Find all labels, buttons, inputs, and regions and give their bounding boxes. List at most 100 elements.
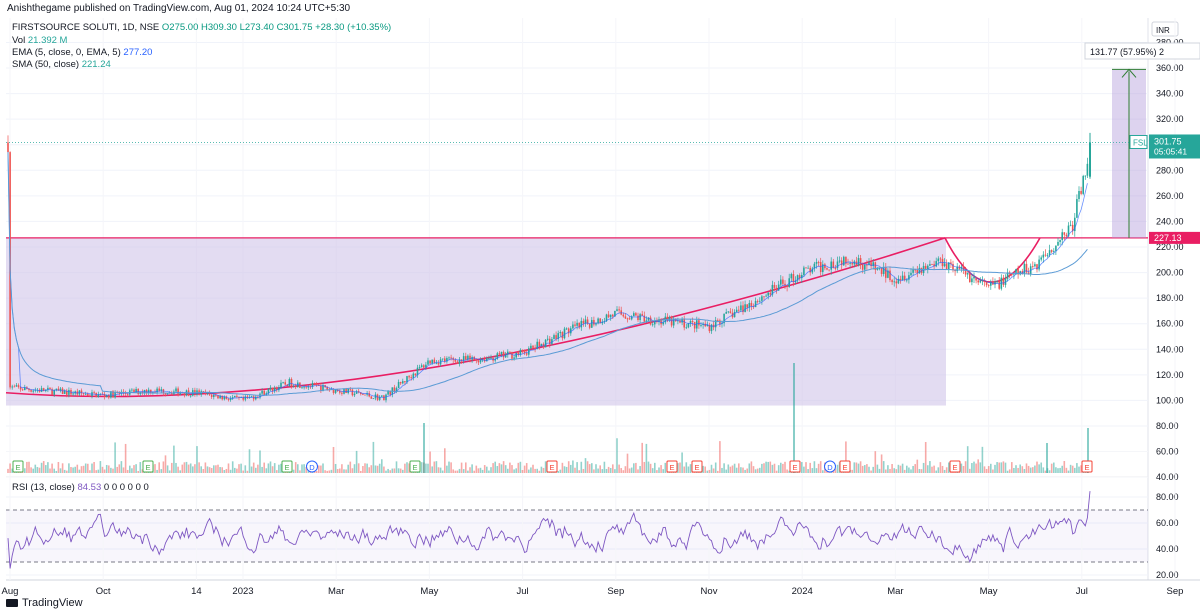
- candle-body: [872, 262, 874, 267]
- volume-bar: [99, 461, 102, 473]
- volume-bar: [97, 469, 100, 473]
- candle-body: [66, 390, 68, 395]
- volume-bar: [475, 465, 478, 473]
- volume-bar: [370, 465, 373, 473]
- time-tick-label: Jul: [1076, 586, 1088, 597]
- candle-body: [796, 275, 799, 281]
- volume-bar: [744, 469, 746, 473]
- volume-bar: [882, 461, 885, 473]
- volume-bar: [55, 470, 58, 473]
- candle-body: [313, 383, 316, 384]
- candle-body: [714, 320, 717, 328]
- volume-bar: [853, 462, 856, 473]
- volume-bar: [588, 464, 591, 473]
- candle-body: [150, 389, 152, 394]
- candle-body: [202, 391, 205, 393]
- candle-body: [866, 264, 868, 266]
- candle-body: [964, 270, 967, 275]
- candle-body: [895, 281, 898, 284]
- volume-bar: [780, 462, 782, 473]
- footer-brand[interactable]: TradingView: [6, 597, 83, 609]
- volume-bar: [114, 442, 116, 473]
- volume-bar: [582, 468, 585, 473]
- volume-bar: [966, 446, 969, 473]
- symbol-name[interactable]: FIRSTSOURCE SOLUTI, 1D, NSE: [12, 22, 160, 33]
- candle-body: [834, 267, 837, 269]
- volume-bar: [1032, 467, 1034, 473]
- volume-bar: [105, 464, 108, 473]
- volume-bar: [912, 465, 914, 473]
- candle-body: [880, 268, 883, 275]
- candle-body: [158, 388, 160, 391]
- candle-body: [945, 263, 948, 270]
- volume-bar: [738, 463, 740, 473]
- volume-bar: [769, 461, 772, 473]
- earnings-marker: E: [549, 463, 554, 472]
- candle-body: [891, 280, 893, 283]
- candle-body: [362, 393, 364, 395]
- candle-body: [227, 399, 230, 400]
- volume-bar: [450, 462, 452, 473]
- brand-name: TradingView: [22, 597, 83, 609]
- volume-bar: [635, 462, 637, 473]
- candle-body: [1036, 264, 1038, 270]
- volume-bar: [439, 467, 442, 473]
- sma-legend[interactable]: SMA (50, close) 221.24: [12, 59, 111, 70]
- candle-body: [540, 343, 543, 347]
- volume-bar: [605, 468, 608, 473]
- volume-bar: [246, 470, 249, 473]
- candle-body: [154, 392, 156, 393]
- volume-bar: [677, 463, 679, 473]
- rsi-legend[interactable]: RSI (13, close) 84.53 0 0 0 0 0 0: [12, 482, 149, 493]
- candle-body: [511, 352, 513, 359]
- volume-bar: [78, 469, 81, 473]
- volume-bar: [662, 469, 664, 473]
- candle-body: [971, 278, 973, 283]
- candle-body: [687, 323, 690, 328]
- candle-body: [618, 309, 620, 311]
- candle-body: [223, 396, 226, 400]
- dividend-marker-circle: [824, 460, 836, 473]
- candle-body: [983, 279, 986, 282]
- volume-bar: [1067, 470, 1070, 473]
- volume-bar: [521, 469, 524, 473]
- time-tick-label: Sep: [1167, 586, 1184, 597]
- candle-body: [221, 395, 223, 400]
- volume-legend[interactable]: Vol 21.392 M: [12, 35, 67, 46]
- volume-bar: [173, 445, 175, 473]
- candle-body: [544, 339, 547, 348]
- volume-bar: [628, 468, 631, 473]
- volume-bar: [937, 467, 940, 473]
- candle-body: [870, 262, 872, 267]
- candle-body: [738, 309, 740, 311]
- volume-bar: [975, 463, 977, 473]
- volume-bar: [334, 463, 337, 473]
- rsi-line: [7, 491, 1091, 569]
- volume-bar: [889, 468, 891, 473]
- candle-body: [309, 386, 312, 388]
- time-tick-label: Aug: [2, 586, 19, 597]
- candle-body: [845, 256, 847, 264]
- volume-bar: [973, 461, 975, 473]
- volume-bar: [922, 462, 925, 473]
- candle-body: [467, 355, 469, 360]
- candle-body: [857, 258, 860, 266]
- candle-body: [374, 394, 377, 399]
- volume-bar: [935, 470, 937, 473]
- volume-bar: [746, 468, 748, 473]
- candle-body: [708, 324, 711, 332]
- candle-body: [500, 351, 503, 355]
- price-tick-label: 40.00: [1156, 472, 1179, 482]
- volume-bar: [406, 462, 408, 473]
- candle-body: [929, 264, 931, 266]
- candle-body: [973, 276, 975, 279]
- volume-bar: [280, 463, 282, 473]
- earnings-marker-box: [12, 460, 24, 473]
- candle-body: [969, 273, 971, 283]
- candle-body: [773, 284, 776, 288]
- candle-body: [775, 287, 778, 291]
- candle-body: [280, 382, 282, 388]
- ema-legend[interactable]: EMA (5, close, 0, EMA, 5) 277.20: [12, 47, 152, 58]
- candle-body: [746, 304, 748, 308]
